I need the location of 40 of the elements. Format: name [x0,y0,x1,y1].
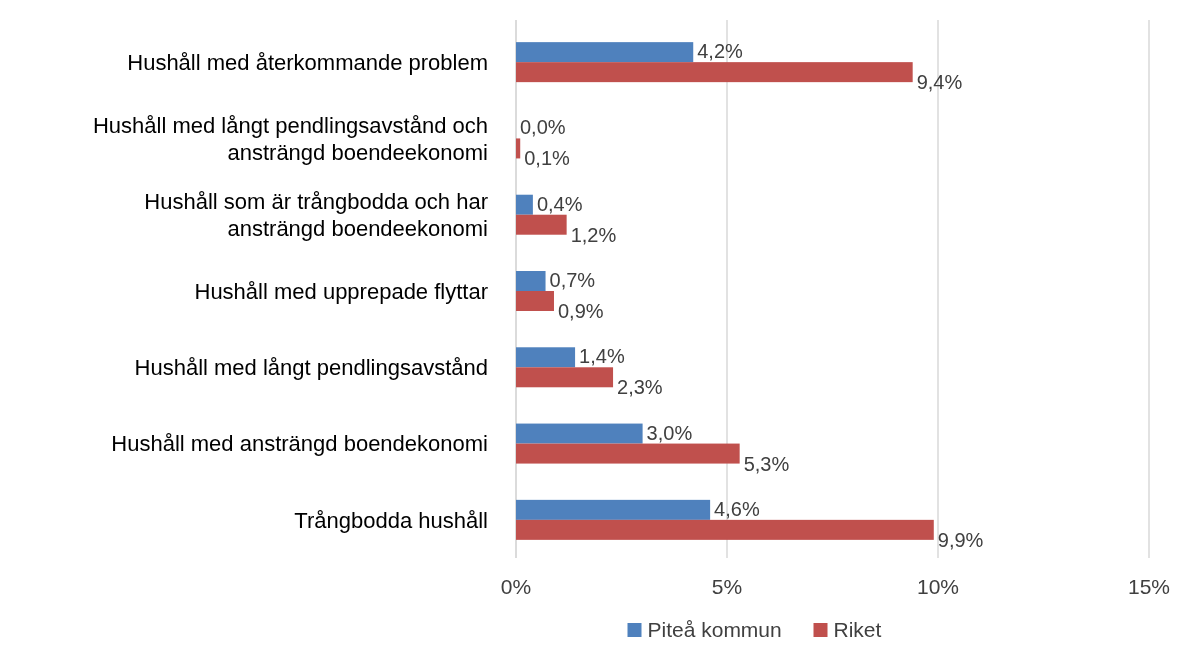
data-label: 0,9% [557,300,604,322]
legend-label: Piteå kommun [647,618,782,642]
bar [516,443,740,464]
bar [516,62,913,83]
bar [516,291,554,311]
x-tick-label: 5% [711,575,743,598]
bar [516,194,533,215]
bar [516,347,576,368]
data-label: 0,0% [520,116,566,139]
y-tick-label: Trångbodda hushåll [294,507,488,533]
data-label: 4,6% [714,497,760,520]
bar [516,271,546,291]
y-tick-label: Hushåll med långt pendlingsavstånd och ansträngd boendeekonomi [92,112,488,165]
bar [516,367,614,388]
data-label: 9,4% [916,71,963,94]
data-label: 0,1% [524,147,571,170]
data-label: 0,7% [549,269,596,291]
bar [516,138,521,159]
data-label: 3,0% [646,421,693,444]
data-label: 5,3% [743,452,790,475]
x-tick-label: 10% [916,575,960,598]
bar [516,423,643,444]
bar [516,42,694,63]
y-tick-label: Hushåll som är trångbodda och har ansträngd boendeekonomi [144,188,488,241]
legend-label: Riket [833,618,882,642]
data-label: 0,4% [536,192,583,215]
data-label: 1,4% [579,345,625,368]
y-tick-label: Hushåll med ansträngd boendekonomi [111,431,488,457]
data-label: 9,9% [937,528,984,551]
bar [516,214,567,235]
data-label: 4,2% [697,40,744,63]
data-label: 2,3% [617,376,663,399]
x-tick-label: 0% [500,575,532,598]
y-tick-label: Hushåll med långt pendlingsavstånd [134,354,488,380]
y-tick-label: Hushåll med upprepade flyttar [194,278,488,304]
x-tick-label: 15% [1127,575,1171,598]
bar [516,519,934,540]
bar [516,499,711,520]
y-tick-label: Hushåll med återkommande problem [127,49,488,75]
data-label: 1,2% [570,223,617,246]
